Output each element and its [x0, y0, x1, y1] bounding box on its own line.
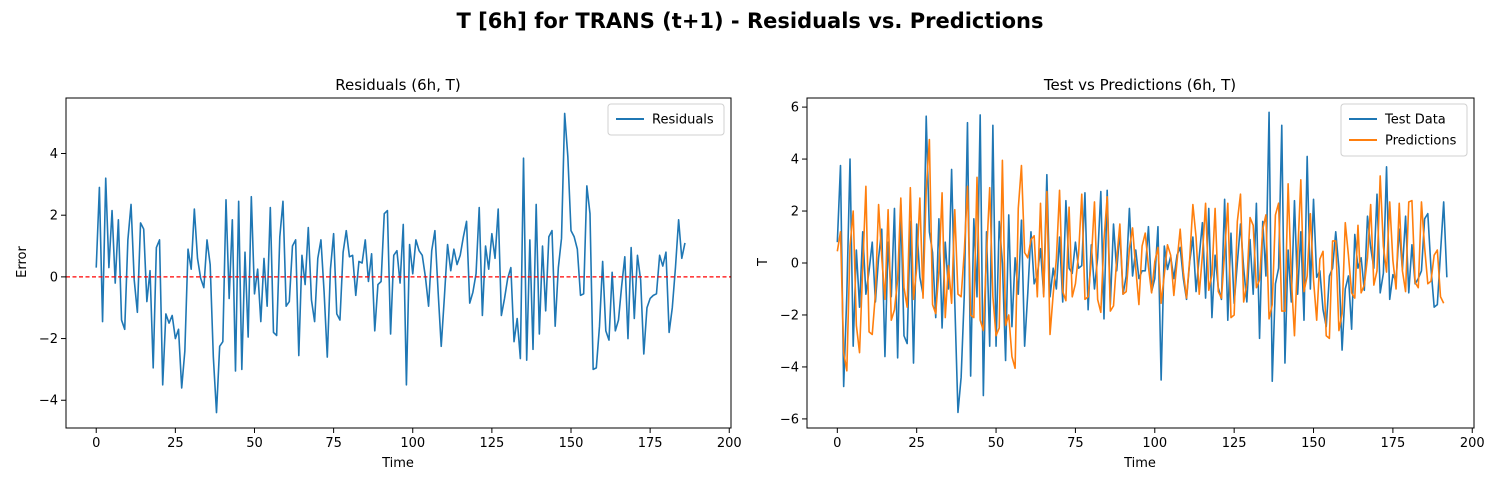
test-vs-predictions-x-tick-label: 100 — [1142, 436, 1167, 451]
test-vs-predictions-x-tick-label: 200 — [1460, 436, 1485, 451]
residuals-legend-label: Residuals — [652, 113, 714, 128]
residuals-panel: Residuals (6h, T) Time Error 0 25 50 75 100 1… — [15, 76, 742, 471]
residuals-legend-box — [607, 103, 725, 136]
residuals-x-tick-label: 150 — [559, 436, 584, 451]
residuals-y-tick-label: −4 — [39, 394, 58, 409]
test-vs-predictions-panel-title: Test vs Predictions (6h, T) — [1043, 76, 1236, 94]
residuals-x-tick-label: 175 — [638, 436, 663, 451]
test-vs-predictions-x-tick-label: 25 — [908, 436, 925, 451]
test-vs-predictions-y-tick-label: 6 — [791, 101, 799, 116]
test-vs-predictions-y-tick-label: 2 — [791, 205, 799, 220]
test-vs-predictions-y-axis-label: T — [756, 258, 771, 267]
residuals-x-tick-label: 0 — [92, 436, 100, 451]
residuals-y-tick-label: −2 — [39, 332, 58, 347]
test-vs-predictions-x-tick-label: 0 — [833, 436, 841, 451]
residuals-y-axis-label: Error — [15, 246, 30, 278]
residuals-plot-frame — [65, 97, 732, 429]
test-vs-predictions-y-tick-label: 0 — [791, 257, 799, 272]
residuals-x-tick-label: 200 — [717, 436, 742, 451]
test-vs-predictions-x-tick-label: 175 — [1380, 436, 1405, 451]
test-vs-predictions-x-tick-label: 50 — [988, 436, 1005, 451]
residuals-x-tick-label: 125 — [479, 436, 504, 451]
test-vs-predictions-x-tick-label: 150 — [1301, 436, 1326, 451]
test-vs-predictions-y-tick-label: −2 — [780, 308, 799, 323]
test-vs-predictions-y-tick-label: −6 — [780, 412, 799, 427]
residuals-panel-title: Residuals (6h, T) — [335, 76, 460, 94]
test-vs-predictions-series-line-predictions — [836, 138, 1445, 372]
test-vs-predictions-y-tick-label: −4 — [780, 360, 799, 375]
residuals-y-tick-label: 4 — [50, 147, 58, 162]
test-vs-predictions-legend-label: Predictions — [1385, 134, 1457, 149]
residuals-x-tick-label: 75 — [325, 436, 342, 451]
test-vs-predictions-x-axis-label: Time — [1123, 456, 1156, 471]
test-vs-predictions-series-line-test-data — [836, 111, 1448, 414]
test-vs-predictions-y-tick-label: 4 — [791, 153, 799, 168]
residuals-x-tick-label: 25 — [167, 436, 184, 451]
test-vs-predictions-legend-label: Test Data — [1384, 113, 1446, 128]
residuals-x-tick-label: 50 — [246, 436, 263, 451]
residuals-series-line-residuals — [95, 112, 686, 414]
residuals-y-tick-label: 0 — [50, 270, 58, 285]
figure-suptitle: T [6h] for TRANS (t+1) - Residuals vs. P… — [456, 9, 1043, 33]
residuals-x-axis-label: Time — [381, 456, 414, 471]
residuals-x-tick-label: 100 — [400, 436, 425, 451]
test-vs-predictions-x-tick-label: 75 — [1067, 436, 1084, 451]
test-vs-predictions-legend-box — [1340, 103, 1468, 157]
test-vs-predictions-panel: Test vs Predictions (6h, T) Time T 0 25 50… — [756, 76, 1485, 471]
test-vs-predictions-legend: Test Data Predictions — [1340, 103, 1468, 157]
test-vs-predictions-x-tick-label: 125 — [1222, 436, 1247, 451]
residuals-y-tick-label: 2 — [50, 209, 58, 224]
residuals-legend: Residuals — [607, 103, 725, 136]
